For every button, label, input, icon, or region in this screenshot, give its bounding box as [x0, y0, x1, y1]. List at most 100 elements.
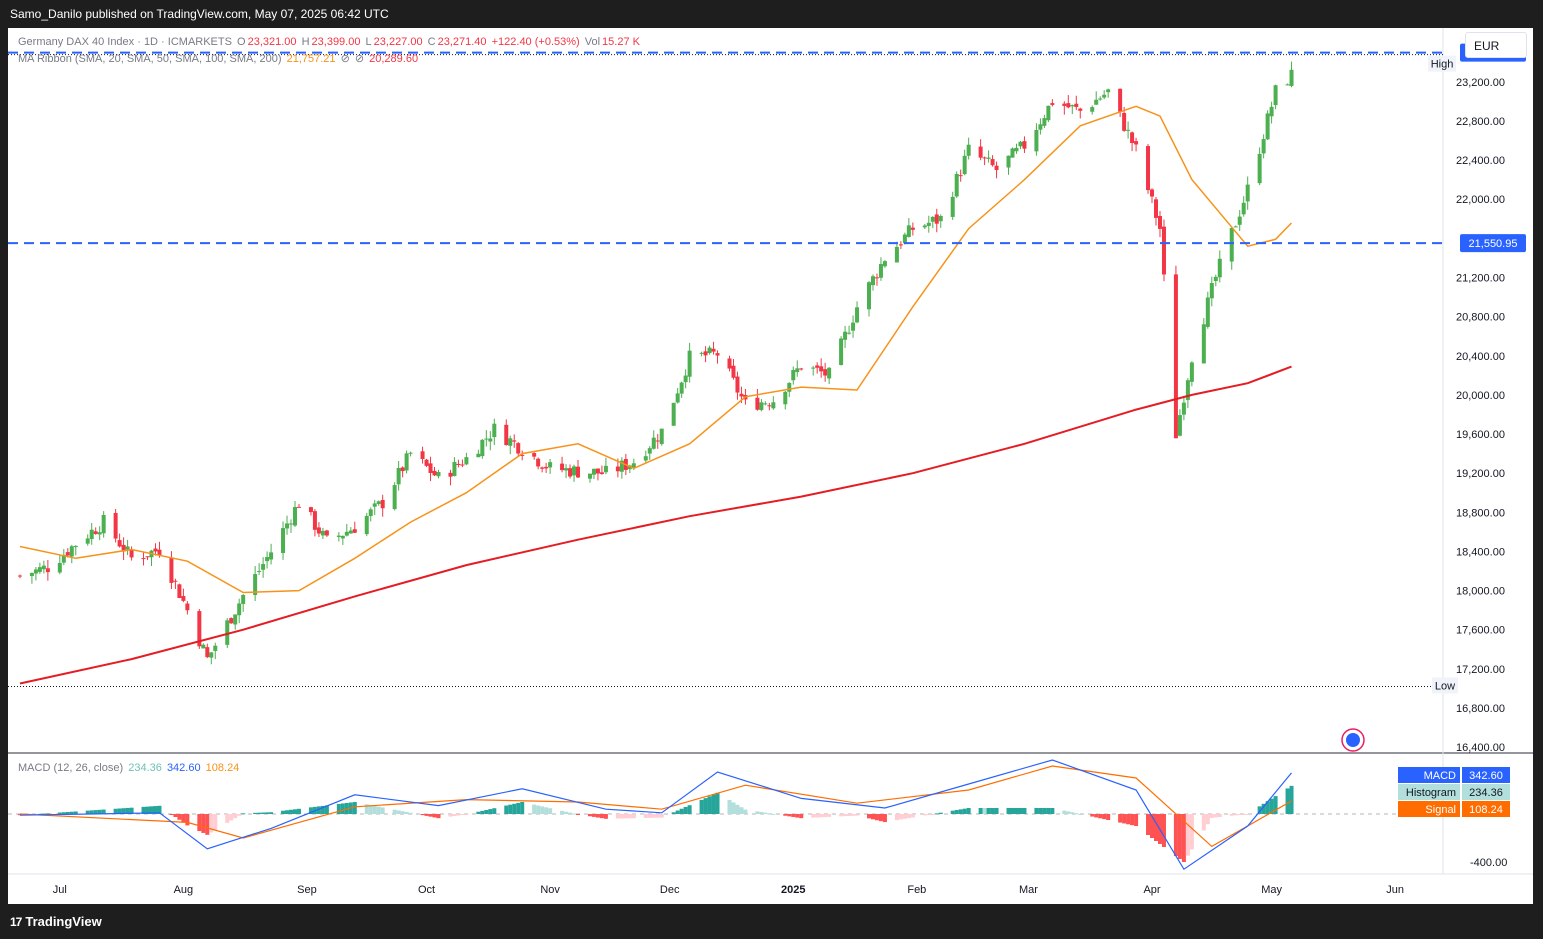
y-tick-label: 18,400.00	[1456, 546, 1505, 558]
macd-histogram-bar	[1098, 814, 1103, 819]
candle-body	[540, 467, 545, 469]
candle-body	[994, 165, 999, 171]
y-tick-label: 16,800.00	[1456, 703, 1505, 715]
macd-histogram-bar	[715, 792, 720, 814]
macd-histogram-bar	[1034, 808, 1039, 814]
macd-histogram-bar	[1006, 808, 1011, 814]
candle-body	[1042, 118, 1047, 126]
candle-body	[117, 540, 122, 547]
y-tick-label: 22,000.00	[1456, 194, 1505, 206]
macd-histogram-bar	[540, 806, 545, 814]
macd-histogram-bar	[157, 805, 162, 814]
candle-body	[1209, 283, 1214, 299]
macd-histogram-bar	[532, 804, 537, 814]
candle-body	[1022, 141, 1027, 149]
macd-histogram-bar	[731, 802, 736, 814]
candle-body	[703, 351, 708, 356]
macd-histogram-bar	[404, 812, 409, 814]
macd-histogram-bar	[265, 812, 270, 814]
macd-histogram-bar	[69, 811, 74, 814]
macd-histogram-bar	[966, 808, 971, 814]
tradingview-logo[interactable]: 17 TradingView	[10, 914, 102, 929]
candle-body	[739, 393, 744, 397]
macd-histogram-bar	[739, 807, 744, 814]
macd-histogram-bar	[536, 805, 541, 814]
candle-body	[982, 157, 987, 159]
x-tick-label: Nov	[540, 884, 560, 896]
candle-body	[1074, 103, 1079, 107]
candle-body	[659, 428, 664, 445]
candle-body	[1285, 84, 1290, 86]
candle-body	[651, 437, 656, 449]
currency-selector[interactable]: EUR	[1465, 32, 1527, 58]
candle-body	[508, 438, 513, 446]
macd-series-name: MACD	[1424, 770, 1456, 782]
candle-body	[679, 382, 684, 394]
macd-histogram-bar	[906, 814, 911, 819]
candle-body	[57, 562, 62, 573]
macd-histogram-bar	[958, 809, 963, 814]
candle-body	[1189, 362, 1194, 382]
candle-body	[29, 573, 34, 577]
macd-histogram-bar	[651, 814, 656, 818]
chart-frame[interactable]: 23,200.00 22,800.00 22,400.00 22,000.00 21,2…	[8, 28, 1533, 904]
macd-histogram-bar	[568, 812, 573, 814]
macd-histogram-bar	[978, 808, 983, 814]
candle-body	[1229, 227, 1234, 262]
x-tick-label: Mar	[1019, 884, 1038, 896]
candle-body	[380, 499, 385, 509]
candle-body	[1134, 141, 1139, 145]
macd-histogram-bar	[759, 812, 764, 814]
x-tick-label: Apr	[1143, 884, 1160, 896]
candle-body	[795, 368, 800, 373]
macd-series-name-badge	[1398, 801, 1460, 817]
macd-histogram-bar	[544, 807, 549, 814]
candle-body	[1177, 415, 1182, 436]
candle-body	[1269, 106, 1274, 117]
price-chart-svg[interactable]: 23,200.00 22,800.00 22,400.00 22,000.00 21,2…	[8, 28, 1533, 904]
candle-body	[428, 463, 433, 473]
macd-histogram-bar	[504, 805, 509, 814]
macd-series-name-badge	[1398, 767, 1460, 783]
x-tick-label: Sep	[297, 884, 317, 896]
macd-histogram-bar	[368, 805, 373, 814]
candle-body	[938, 216, 943, 222]
macd-histogram-bar	[1078, 814, 1083, 815]
volume-value: 15.27 K	[602, 36, 640, 48]
macd-histogram-bar	[1122, 814, 1127, 824]
candle-body	[1106, 89, 1111, 93]
candle-body	[201, 644, 206, 649]
candle-body	[815, 365, 820, 368]
macd-histogram-bar	[599, 814, 604, 819]
candle-body	[372, 503, 377, 507]
candle-body	[532, 453, 537, 457]
candle-body	[978, 146, 983, 158]
candle-body	[1066, 103, 1071, 108]
macd-histogram-bar	[428, 814, 433, 817]
candle-body	[894, 246, 899, 263]
macd-series-value: 342.60	[1469, 770, 1503, 782]
candle-body	[1154, 199, 1158, 218]
candle-body	[129, 549, 134, 558]
macd-histogram-bar	[934, 813, 939, 815]
candle-body	[340, 535, 345, 539]
macd-histogram-bar	[340, 803, 345, 814]
macd-series-value: 234.36	[1469, 787, 1503, 799]
macd-histogram-bar	[587, 814, 592, 817]
macd-histogram-bar	[352, 802, 357, 814]
macd-histogram-bar	[492, 808, 497, 814]
candle-body	[1289, 69, 1294, 86]
macd-histogram-bar	[643, 814, 648, 818]
candle-body	[707, 347, 712, 354]
candle-body	[293, 507, 297, 526]
candle-body	[197, 611, 202, 647]
macd-histogram-bar	[1289, 785, 1294, 814]
macd-histogram-bar	[1189, 814, 1194, 850]
macd-histogram-bar	[1050, 808, 1055, 814]
macd-histogram-bar	[1161, 814, 1166, 847]
macd-histogram-bar	[1237, 814, 1242, 815]
macd-histogram-bar	[767, 813, 772, 815]
candle-body	[324, 530, 329, 536]
y-tick-label: 20,000.00	[1456, 390, 1505, 402]
macd-histogram-bar	[783, 814, 788, 816]
